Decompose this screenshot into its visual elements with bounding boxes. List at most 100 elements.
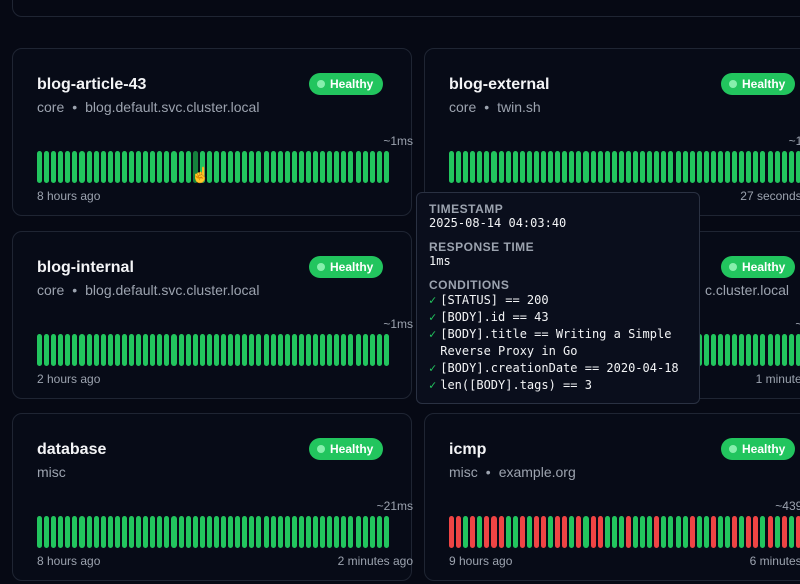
result-bar-success[interactable] [376,516,382,548]
result-bar-success[interactable] [633,151,639,183]
endpoint-name[interactable]: icmp [449,441,487,458]
result-bar-success[interactable] [185,516,191,548]
result-bar-success[interactable] [341,516,347,548]
result-bar-success[interactable] [136,334,142,366]
result-bar-success[interactable] [682,516,688,548]
result-bar-success[interactable] [263,334,269,366]
result-bar-success[interactable] [242,516,248,548]
result-bar-success[interactable] [72,334,78,366]
result-bar-success[interactable] [795,334,800,366]
result-bar-success[interactable] [327,516,333,548]
result-bar-success[interactable] [725,334,731,366]
result-bar-success[interactable] [228,516,234,548]
result-bar-success[interactable] [228,151,234,183]
result-bar-success[interactable] [355,516,361,548]
result-bar-success[interactable] [362,151,368,183]
result-bar-success[interactable] [192,516,198,548]
result-bar-success[interactable] [739,516,745,548]
result-bar-success[interactable] [298,151,304,183]
result-bar-failure[interactable] [625,516,631,548]
endpoint-name[interactable]: blog-internal [37,259,134,276]
result-bar-success[interactable] [249,334,255,366]
result-bar-success[interactable] [383,516,389,548]
result-bar-failure[interactable] [470,516,476,548]
result-bar-success[interactable] [164,151,170,183]
result-bar-success[interactable] [164,334,170,366]
result-bar-success[interactable] [767,151,773,183]
result-bar-success[interactable] [107,516,113,548]
result-bar-success[interactable] [121,516,127,548]
result-bar-success[interactable] [355,151,361,183]
result-bar-success[interactable] [192,151,198,183]
result-bar-success[interactable] [199,151,205,183]
result-bar-failure[interactable] [767,516,773,548]
result-bar-success[interactable] [320,516,326,548]
result-bar-success[interactable] [519,151,525,183]
result-bar-success[interactable] [675,151,681,183]
result-bar-success[interactable] [362,516,368,548]
result-bar-success[interactable] [150,516,156,548]
result-bar-success[interactable] [327,334,333,366]
result-bar-success[interactable] [150,334,156,366]
result-bar-success[interactable] [291,334,297,366]
result-bar-success[interactable] [654,151,660,183]
result-bar-success[interactable] [746,334,752,366]
result-bar-success[interactable] [640,516,646,548]
result-bar-success[interactable] [505,151,511,183]
result-bar-success[interactable] [376,151,382,183]
result-bar-failure[interactable] [562,516,568,548]
result-bar-success[interactable] [270,334,276,366]
result-bar-success[interactable] [72,516,78,548]
result-bar-success[interactable] [576,151,582,183]
result-bar-success[interactable] [355,334,361,366]
result-bar-success[interactable] [213,516,219,548]
result-bar-success[interactable] [774,334,780,366]
result-bar-success[interactable] [313,334,319,366]
result-bar-success[interactable] [548,151,554,183]
result-bar-success[interactable] [51,334,57,366]
result-bar-success[interactable] [114,151,120,183]
result-bar-success[interactable] [795,151,800,183]
result-bar-success[interactable] [249,151,255,183]
result-bar-success[interactable] [732,151,738,183]
result-bar-success[interactable] [235,334,241,366]
result-bar-success[interactable] [739,334,745,366]
result-bar-success[interactable] [58,151,64,183]
result-bar-success[interactable] [171,334,177,366]
result-bar-success[interactable] [369,334,375,366]
result-bar-success[interactable] [305,334,311,366]
result-bar-success[interactable] [583,151,589,183]
result-bar-success[interactable] [781,151,787,183]
result-bar-success[interactable] [470,151,476,183]
result-bar-success[interactable] [703,151,709,183]
result-bar-failure[interactable] [555,516,561,548]
result-bar-success[interactable] [717,334,723,366]
result-bar-success[interactable] [774,516,780,548]
result-bar-success[interactable] [178,334,184,366]
result-bar-success[interactable] [640,151,646,183]
result-bar-success[interactable] [199,516,205,548]
result-bar-success[interactable] [58,334,64,366]
result-bar-success[interactable] [199,334,205,366]
result-bar-success[interactable] [498,151,504,183]
result-bar-success[interactable] [633,516,639,548]
result-bar-success[interactable] [376,334,382,366]
result-bar-success[interactable] [717,516,723,548]
result-bar-success[interactable] [107,151,113,183]
result-bar-success[interactable] [129,151,135,183]
result-bar-success[interactable] [235,516,241,548]
result-bar-failure[interactable] [590,516,596,548]
result-bar-success[interactable] [788,151,794,183]
result-bar-success[interactable] [320,334,326,366]
result-bar-success[interactable] [51,516,57,548]
result-bar-success[interactable] [717,151,723,183]
result-bar-success[interactable] [675,516,681,548]
result-bar-success[interactable] [263,151,269,183]
result-bar-success[interactable] [562,151,568,183]
result-bar-success[interactable] [753,334,759,366]
result-bar-success[interactable] [548,516,554,548]
result-bar-failure[interactable] [576,516,582,548]
result-bar-success[interactable] [114,516,120,548]
result-bar-success[interactable] [305,151,311,183]
result-bar-success[interactable] [86,334,92,366]
